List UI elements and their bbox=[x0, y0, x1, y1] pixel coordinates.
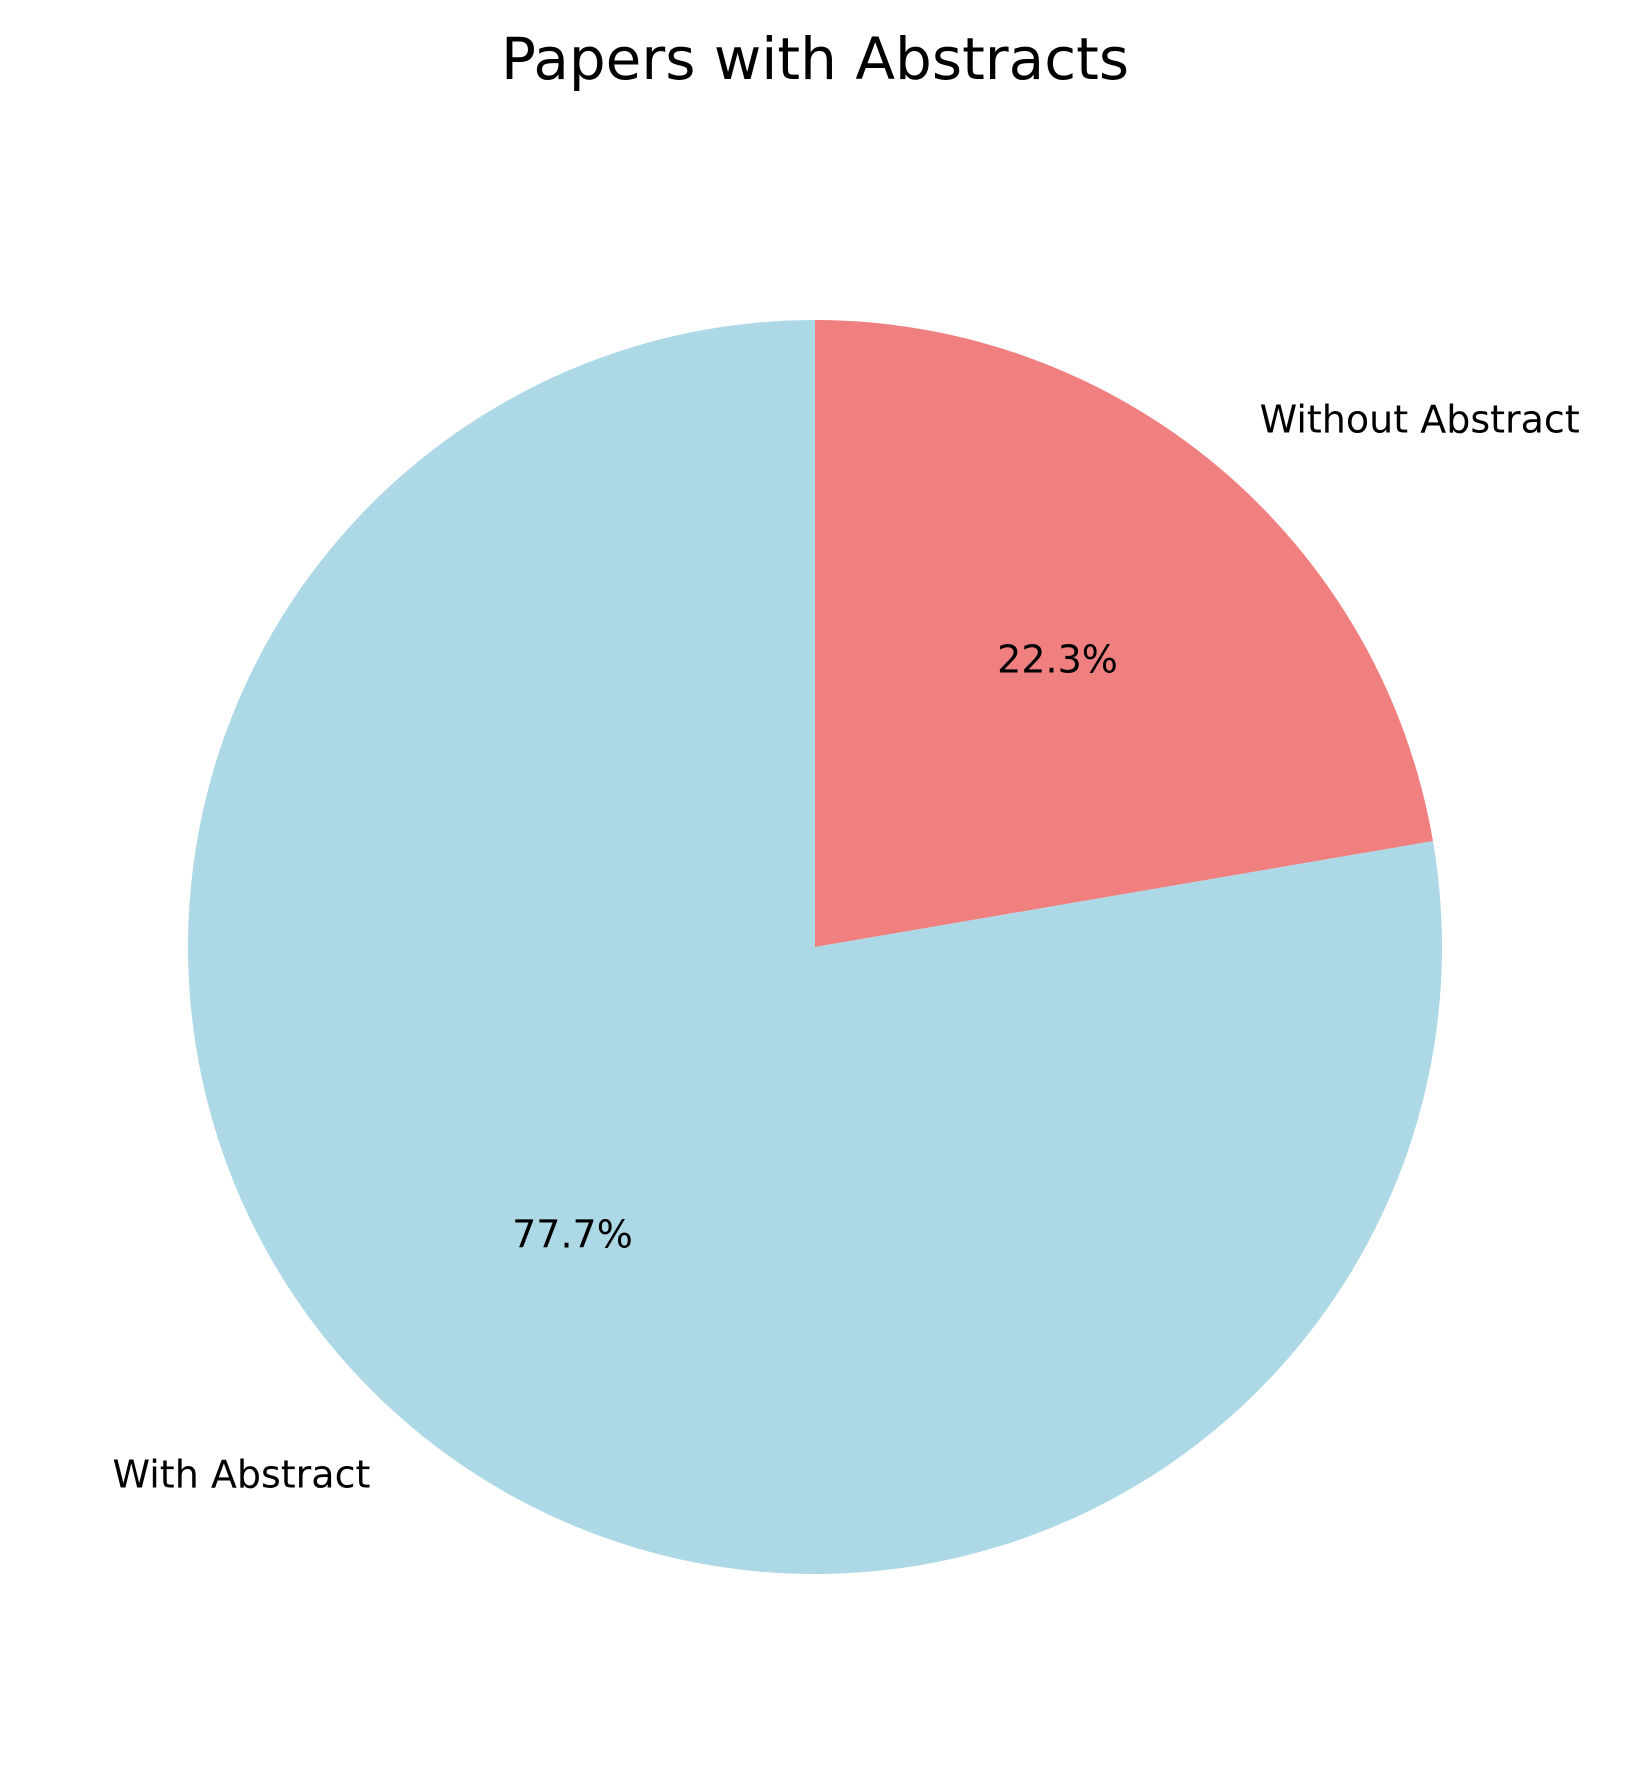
pie-labels: 22.3% Without Abstract 77.7% With Abstract bbox=[113, 398, 1580, 1497]
pie-slices bbox=[187, 320, 1442, 1575]
pie-pct-label: 77.7% bbox=[512, 1213, 633, 1257]
pie-category-label: With Abstract bbox=[113, 1452, 371, 1496]
chart-title: Papers with Abstracts bbox=[501, 25, 1129, 93]
pie-slice-without-abstract bbox=[815, 320, 1433, 947]
pie-pct-label: 22.3% bbox=[997, 637, 1118, 681]
pie-category-label: Without Abstract bbox=[1260, 398, 1580, 442]
pie-slice-with-abstract bbox=[187, 320, 1442, 1575]
